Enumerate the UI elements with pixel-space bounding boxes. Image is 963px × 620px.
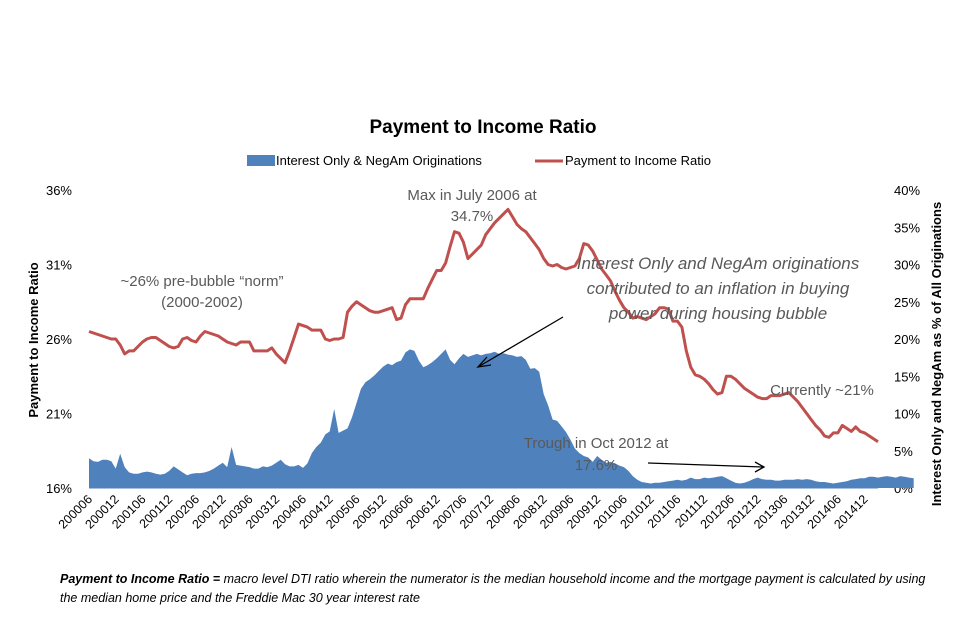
series-line-payment-to-income — [88, 207, 879, 444]
legend: Interest Only & NegAm Originations Payme… — [247, 153, 711, 168]
annotation-norm-line1: ~26% pre-bubble “norm” — [120, 273, 283, 290]
legend-label-line: Payment to Income Ratio — [565, 153, 711, 168]
footnote-definition: macro level DTI ratio wherein the numera… — [60, 572, 926, 605]
annotation-trough-arrowhead — [754, 461, 766, 473]
y-right-axis-title: Interest Only and NegAm as % of All Orig… — [929, 202, 944, 506]
annotation-trough-arrow — [647, 462, 765, 468]
annotation-max-line1: Max in July 2006 at — [407, 187, 537, 204]
y-right-tick-label: 15% — [894, 369, 920, 384]
annotation-io-line2: contributed to an inflation in buying — [587, 279, 850, 298]
annotation-max-line2: 34.7% — [451, 208, 494, 225]
footnote: Payment to Income Ratio = macro level DT… — [60, 570, 940, 608]
legend-label-area: Interest Only & NegAm Originations — [276, 153, 482, 168]
legend-swatch-area — [247, 155, 275, 166]
y-left-axis-title: Payment to Income Ratio — [26, 262, 41, 417]
annotation-io-arrowhead — [476, 356, 492, 368]
annotation-io-arrow — [477, 316, 564, 368]
annotation-io-line3: power during housing bubble — [608, 304, 827, 323]
annotation-io-line1: Interest Only and NegAm originations — [577, 254, 860, 273]
annotation-norm-line2: (2000-2002) — [161, 294, 243, 311]
y-right-tick-label: 5% — [894, 444, 913, 459]
annotation-trough-line2: 17.6% — [575, 457, 618, 474]
y-right-tick-label: 10% — [894, 407, 920, 422]
annotation-trough-line1: Trough in Oct 2012 at — [524, 435, 669, 452]
annotation-current: Currently ~21% — [770, 382, 874, 399]
series-area-io-negam — [89, 349, 914, 488]
annotations: ~26% pre-bubble “norm” (2000-2002) Max i… — [120, 187, 873, 474]
footnote-term: Payment to Income Ratio = — [60, 572, 221, 586]
x-axis: 2000062000122001062001122002062002122003… — [56, 492, 871, 531]
y-right-tick-label: 35% — [894, 220, 920, 235]
y-right-tick-label: 20% — [894, 332, 920, 347]
y-right-tick-label: 30% — [894, 258, 920, 273]
y-right-tick-label: 40% — [894, 183, 920, 198]
y-left-tick-label: 26% — [46, 332, 72, 347]
y-right-tick-label: 25% — [894, 295, 920, 310]
y-left-tick-label: 21% — [46, 407, 72, 422]
y-left-tick-label: 16% — [46, 481, 72, 496]
y-right-axis: 0%5%10%15%20%25%30%35%40% — [894, 183, 920, 496]
y-left-tick-label: 31% — [46, 258, 72, 273]
chart-title: Payment to Income Ratio — [370, 117, 597, 138]
y-left-tick-label: 36% — [46, 183, 72, 198]
y-left-axis: 16% 21% 26% 31% 36% — [46, 183, 72, 496]
